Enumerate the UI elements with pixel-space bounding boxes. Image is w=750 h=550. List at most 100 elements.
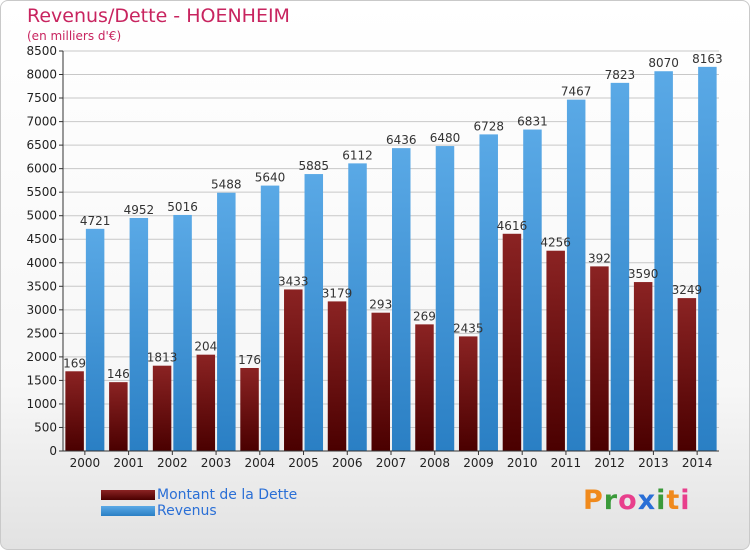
x-tick-label: 2012 bbox=[594, 456, 625, 470]
data-label-revenus: 7823 bbox=[605, 68, 636, 82]
data-label-revenus: 6480 bbox=[430, 131, 461, 145]
bar-revenus-2000 bbox=[85, 228, 105, 451]
y-tick-label: 5000 bbox=[26, 209, 57, 223]
data-label-dette: 3179 bbox=[322, 286, 353, 300]
data-label-revenus: 7467 bbox=[561, 85, 592, 99]
y-tick-label: 4500 bbox=[26, 232, 57, 246]
data-label-dette: 169 bbox=[63, 356, 86, 370]
x-tick-label: 2007 bbox=[376, 456, 407, 470]
bar-revenus-2014 bbox=[698, 66, 717, 451]
x-tick-label: 2008 bbox=[419, 456, 450, 470]
logo-letter: P bbox=[583, 485, 604, 516]
y-tick-label: 1000 bbox=[26, 397, 57, 411]
bar-dette-2008 bbox=[415, 324, 434, 451]
bar-dette-2013 bbox=[633, 282, 653, 451]
data-label-dette: 176 bbox=[238, 353, 261, 367]
y-tick-label: 7500 bbox=[26, 91, 57, 105]
chart-subtitle: (en milliers d'€) bbox=[27, 29, 122, 43]
logo-letter: x bbox=[637, 485, 657, 516]
data-label-dette: 269 bbox=[413, 309, 436, 323]
bar-revenus-2008 bbox=[435, 146, 455, 451]
y-tick-label: 6500 bbox=[26, 138, 57, 152]
bar-dette-2004 bbox=[240, 367, 259, 451]
logo-letter: i bbox=[680, 485, 691, 516]
x-tick-label: 2005 bbox=[288, 456, 319, 470]
legend-swatch-dette bbox=[101, 490, 155, 500]
bar-dette-2000 bbox=[65, 371, 84, 451]
data-label-revenus: 5640 bbox=[255, 171, 286, 185]
legend: Montant de la Dette Revenus bbox=[101, 487, 297, 519]
bar-revenus-2005 bbox=[304, 174, 324, 451]
y-tick-label: 6000 bbox=[26, 162, 57, 176]
bar-dette-2011 bbox=[546, 250, 565, 451]
y-tick-label: 2500 bbox=[26, 326, 57, 340]
data-label-dette: 392 bbox=[588, 251, 611, 265]
data-label-dette: 293 bbox=[369, 298, 392, 312]
bar-dette-2005 bbox=[284, 289, 303, 451]
bar-revenus-2006 bbox=[348, 163, 367, 451]
bar-revenus-2004 bbox=[260, 185, 280, 451]
proxiti-logo: Proxiti bbox=[583, 485, 691, 516]
x-tick-label: 2003 bbox=[201, 456, 232, 470]
bar-dette-2007 bbox=[371, 312, 390, 451]
bar-revenus-2013 bbox=[654, 71, 673, 451]
y-tick-label: 8500 bbox=[26, 44, 57, 58]
bar-revenus-2012 bbox=[610, 82, 630, 451]
data-label-revenus: 8070 bbox=[648, 56, 679, 70]
data-label-dette: 146 bbox=[107, 367, 130, 381]
data-label-dette: 4256 bbox=[540, 236, 571, 250]
bar-dette-2006 bbox=[327, 301, 347, 451]
chart-title: Revenus/Dette - HOENHEIM bbox=[27, 5, 290, 27]
data-label-revenus: 6112 bbox=[342, 148, 373, 162]
x-tick-label: 2002 bbox=[157, 456, 188, 470]
logo-letter: t bbox=[666, 485, 681, 516]
logo-letter: o bbox=[618, 485, 638, 516]
data-labels: 169 4721 146 4952 1813 5016 204 5488 176 5640 3433… bbox=[63, 52, 722, 381]
data-label-dette: 2435 bbox=[453, 321, 484, 335]
bar-revenus-2009 bbox=[479, 134, 498, 451]
bar-revenus-2010 bbox=[523, 129, 542, 451]
bar-revenus-2007 bbox=[392, 148, 411, 452]
data-label-dette: 3590 bbox=[628, 267, 659, 281]
data-label-revenus: 5488 bbox=[211, 178, 242, 192]
y-tick-label: 0 bbox=[49, 444, 57, 458]
data-label-revenus: 6436 bbox=[386, 133, 417, 147]
bar-revenus-2001 bbox=[129, 217, 149, 451]
bar-dette-2010 bbox=[502, 233, 522, 451]
y-tick-label: 1500 bbox=[26, 373, 57, 387]
bar-revenus-2002 bbox=[173, 214, 192, 451]
x-tick-label: 2014 bbox=[682, 456, 713, 470]
axes: 0 500 1000 1500 2000 2500 3000 3500 4000 4500 5000… bbox=[26, 44, 719, 470]
bar-dette-2009 bbox=[458, 336, 478, 451]
y-tick-label: 4000 bbox=[26, 256, 57, 270]
bar-dette-2002 bbox=[152, 365, 172, 451]
bar-dette-2012 bbox=[590, 266, 609, 451]
y-tick-label: 500 bbox=[34, 420, 57, 434]
y-tick-label: 2000 bbox=[26, 350, 57, 364]
bar-dette-2014 bbox=[677, 298, 697, 451]
legend-label-revenus: Revenus bbox=[157, 503, 217, 519]
y-tick-label: 8000 bbox=[26, 68, 57, 82]
y-tick-label: 3000 bbox=[26, 303, 57, 317]
x-tick-label: 2000 bbox=[70, 456, 101, 470]
x-tick-label: 2010 bbox=[507, 456, 538, 470]
y-tick-label: 7000 bbox=[26, 115, 57, 129]
data-label-revenus: 6728 bbox=[473, 119, 504, 133]
data-label-dette: 204 bbox=[194, 340, 217, 354]
legend-item-dette: Montant de la Dette bbox=[101, 487, 297, 503]
y-tick-label: 3500 bbox=[26, 279, 57, 293]
bar-dette-2001 bbox=[109, 382, 128, 451]
x-tick-label: 2006 bbox=[332, 456, 363, 470]
x-tick-label: 2004 bbox=[245, 456, 276, 470]
bar-revenus-2003 bbox=[217, 192, 236, 451]
grid-lines bbox=[63, 50, 719, 452]
data-label-dette: 3249 bbox=[672, 283, 703, 297]
x-tick-label: 2009 bbox=[463, 456, 494, 470]
legend-label-dette: Montant de la Dette bbox=[157, 487, 298, 503]
data-label-revenus: 5016 bbox=[167, 200, 198, 214]
data-label-dette: 1813 bbox=[147, 351, 178, 365]
data-label-revenus: 6831 bbox=[517, 115, 548, 129]
bar-dette-2003 bbox=[196, 354, 216, 451]
legend-item-revenus: Revenus bbox=[101, 503, 297, 519]
